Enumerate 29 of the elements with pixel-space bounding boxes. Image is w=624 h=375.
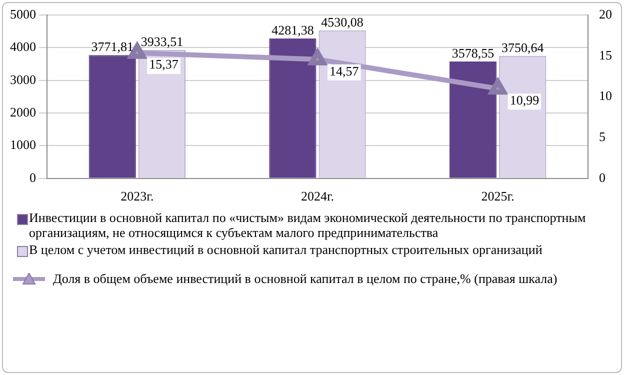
data-label: 4530,08 bbox=[321, 14, 364, 30]
bar bbox=[449, 61, 497, 178]
data-label: 3750,64 bbox=[502, 40, 544, 55]
y-tick-label: 3000 bbox=[10, 72, 36, 87]
bar bbox=[88, 55, 136, 178]
y2-tick-label: 20 bbox=[599, 6, 612, 22]
data-label: 3933,51 bbox=[140, 34, 184, 49]
y-tick-label: 0 bbox=[30, 170, 36, 185]
y2-tick-label: 10 bbox=[599, 88, 612, 104]
data-label: 15,37 bbox=[149, 56, 179, 72]
data-label: 10,99 bbox=[510, 92, 540, 108]
data-label: 3578,55 bbox=[452, 45, 494, 60]
y2-tick-label: 0 bbox=[599, 170, 606, 185]
y-tick-label: 4000 bbox=[10, 39, 36, 54]
data-label: 4281,38 bbox=[272, 22, 314, 38]
x-tick-label: 2025г. bbox=[481, 188, 514, 204]
data-label: 3771,81 bbox=[91, 39, 134, 54]
legend-label: В целом с учетом инвестиций в основной капитал транспортных строительных организаций bbox=[29, 242, 542, 257]
data-label: 14,57 bbox=[330, 63, 360, 78]
legend-label: Инвестиции в основной капитал по «чистым» видам экономической деятельности по транспортным организациям, не относящимся к субъектам малого предпринимательства bbox=[29, 210, 586, 240]
bar bbox=[269, 38, 316, 178]
y-tick-label: 1000 bbox=[10, 137, 36, 152]
legend-label: Доля в общем объеме инвестиций в основной капитал в целом по стране,% (правая шкала) bbox=[53, 271, 558, 286]
y2-tick-label: 15 bbox=[599, 47, 612, 62]
x-tick-label: 2024г. bbox=[300, 188, 334, 204]
y-tick-label: 2000 bbox=[10, 104, 36, 120]
y-tick-label: 5000 bbox=[10, 6, 36, 22]
x-tick-label: 2023г. bbox=[120, 188, 154, 204]
y2-tick-label: 5 bbox=[599, 128, 606, 144]
